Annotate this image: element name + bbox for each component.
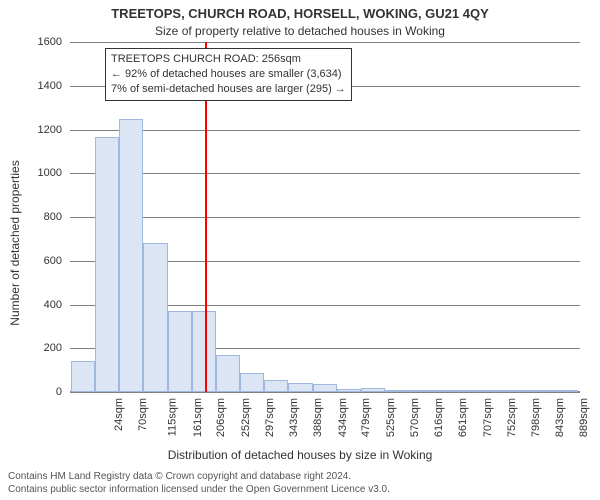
x-tick-label: 115sqm [166,398,178,436]
x-tick-label: 297sqm [264,398,276,437]
annotation-line: 7% of semi-detached houses are larger (2… [111,82,346,97]
grid-line [70,217,580,218]
footer-line-2: Contains public sector information licen… [8,484,592,497]
footer-attribution: Contains HM Land Registry data © Crown c… [8,471,592,496]
histogram-bar [288,383,312,392]
x-tick-label: 525sqm [385,398,397,437]
chart-container: TREETOPS, CHURCH ROAD, HORSELL, WOKING, … [0,0,600,500]
histogram-bar [168,311,192,392]
y-tick-label: 0 [56,386,62,398]
histogram-bar [458,390,482,392]
y-tick-label: 1600 [38,36,62,48]
y-tick-label: 1400 [38,80,62,92]
histogram-bar [143,243,167,392]
x-tick-label: 252sqm [240,398,252,437]
x-tick-label: 661sqm [457,398,469,437]
grid-line [70,130,580,131]
histogram-bar [264,380,288,392]
y-tick-label: 200 [44,342,62,354]
histogram-bar [409,390,433,392]
x-tick-label: 479sqm [361,398,373,437]
histogram-bar [192,311,216,392]
y-tick-label: 400 [44,299,62,311]
grid-line [70,42,580,43]
x-tick-label: 70sqm [137,398,149,431]
y-tick-label: 1200 [38,124,62,136]
grid-line [70,173,580,174]
footer-line-1: Contains HM Land Registry data © Crown c… [8,471,592,484]
x-tick-label: 752sqm [506,398,518,437]
histogram-bar [95,137,119,392]
annotation-line: TREETOPS CHURCH ROAD: 256sqm [111,52,346,67]
x-tick-label: 161sqm [192,398,204,437]
histogram-bar [313,384,337,392]
y-tick-label: 1000 [38,167,62,179]
y-tick-label: 600 [44,255,62,267]
histogram-bar [71,361,95,392]
histogram-bar [119,119,143,392]
y-tick-label: 800 [44,211,62,223]
x-tick-label: 343sqm [288,398,300,437]
x-tick-label: 616sqm [433,398,445,437]
histogram-bar [385,390,409,392]
chart-title: TREETOPS, CHURCH ROAD, HORSELL, WOKING, … [0,6,600,21]
x-axis-label: Distribution of detached houses by size … [0,448,600,462]
histogram-bar [337,389,361,392]
chart-subtitle: Size of property relative to detached ho… [0,24,600,38]
histogram-bar [506,390,530,392]
x-tick-label: 388sqm [312,398,324,437]
histogram-bar [240,373,264,392]
x-tick-label: 434sqm [337,398,349,437]
x-tick-label: 570sqm [409,398,421,437]
x-tick-label: 798sqm [530,398,542,437]
x-tick-label: 843sqm [554,398,566,437]
plot-area: 02004006008001000120014001600 24sqm70sqm… [70,42,580,392]
x-tick-label: 206sqm [216,398,228,437]
annotation-line: ← 92% of detached houses are smaller (3,… [111,67,346,82]
histogram-bar [530,390,554,392]
annotation-box: TREETOPS CHURCH ROAD: 256sqm← 92% of det… [105,48,352,101]
histogram-bar [433,390,457,392]
x-tick-label: 707sqm [482,398,494,437]
histogram-bar [482,390,506,392]
histogram-bar [216,355,240,392]
x-tick-label: 24sqm [113,398,125,431]
y-tick-zone: 02004006008001000120014001600 [20,42,66,392]
grid-line [70,392,580,393]
histogram-bar [555,390,579,392]
histogram-bar [361,388,385,392]
x-tick-label: 889sqm [578,398,590,437]
